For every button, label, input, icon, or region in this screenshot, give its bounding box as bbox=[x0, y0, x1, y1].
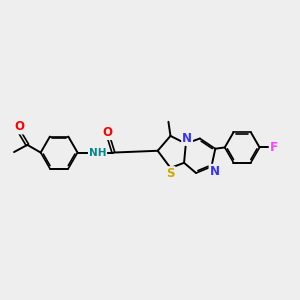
Text: N: N bbox=[209, 165, 220, 178]
Text: S: S bbox=[166, 167, 175, 180]
Text: O: O bbox=[15, 121, 25, 134]
Text: N: N bbox=[182, 132, 192, 145]
Text: NH: NH bbox=[89, 148, 106, 158]
Text: O: O bbox=[103, 126, 112, 139]
Text: F: F bbox=[270, 141, 278, 154]
